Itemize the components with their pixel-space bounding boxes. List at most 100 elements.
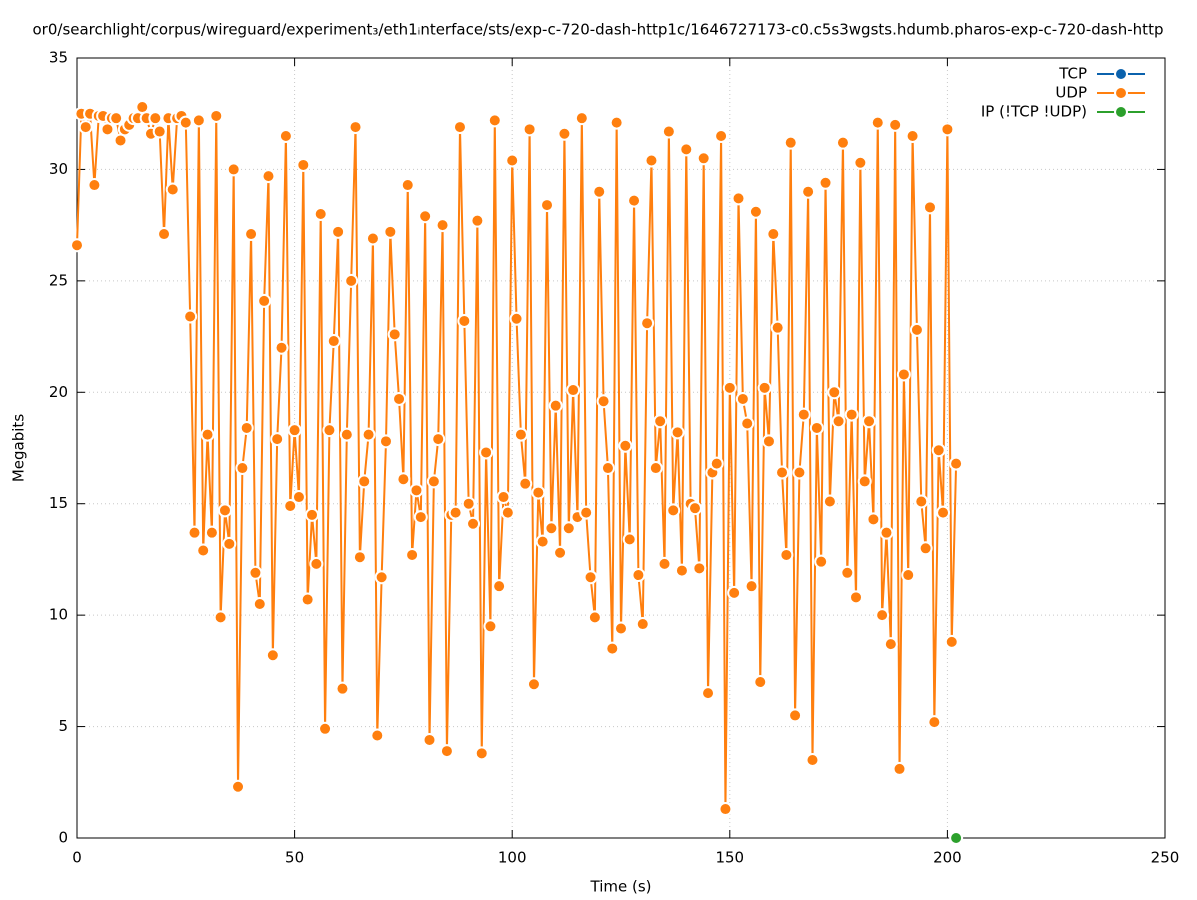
legend-marker xyxy=(1114,105,1128,119)
data-point xyxy=(109,111,124,126)
data-point xyxy=(644,153,659,168)
data-point xyxy=(326,334,341,349)
data-point xyxy=(827,385,842,400)
data-point xyxy=(435,218,450,233)
data-point xyxy=(422,732,437,747)
legend-label: TCP xyxy=(1058,65,1087,83)
legend-label: UDP xyxy=(1055,84,1087,102)
data-point xyxy=(831,414,846,429)
data-point xyxy=(365,231,380,246)
data-point xyxy=(439,744,454,759)
x-tick-label: 150 xyxy=(715,849,744,867)
legend-label: IP (!TCP !UDP) xyxy=(981,103,1087,121)
data-point xyxy=(226,162,241,177)
data-point xyxy=(949,456,964,471)
data-point xyxy=(291,490,306,505)
data-point xyxy=(761,434,776,449)
data-point xyxy=(461,496,476,511)
data-point xyxy=(757,380,772,395)
data-point xyxy=(822,494,837,509)
data-point xyxy=(505,153,520,168)
data-point xyxy=(535,534,550,549)
x-tick-label: 200 xyxy=(933,849,962,867)
y-tick-label: 15 xyxy=(49,494,68,512)
data-point xyxy=(627,193,642,208)
data-point xyxy=(509,311,524,326)
data-point xyxy=(191,113,206,128)
data-point xyxy=(892,761,907,776)
x-tick-label: 50 xyxy=(285,849,304,867)
data-point xyxy=(857,474,872,489)
y-tick-label: 20 xyxy=(49,383,68,401)
data-point xyxy=(687,501,702,516)
data-point xyxy=(413,510,428,525)
data-point xyxy=(531,485,546,500)
data-point xyxy=(387,327,402,342)
data-point xyxy=(239,420,254,435)
x-tick-label: 100 xyxy=(498,849,527,867)
data-point xyxy=(418,209,433,224)
data-point xyxy=(587,610,602,625)
data-point xyxy=(596,394,611,409)
data-point xyxy=(318,721,333,736)
data-point xyxy=(744,579,759,594)
data-point xyxy=(866,512,881,527)
data-point xyxy=(835,135,850,150)
data-point xyxy=(766,227,781,242)
x-tick-label: 0 xyxy=(72,849,82,867)
data-point xyxy=(348,120,363,135)
data-point xyxy=(879,525,894,540)
data-point xyxy=(870,115,885,130)
data-point xyxy=(809,420,824,435)
data-point xyxy=(592,184,607,199)
data-point xyxy=(640,316,655,331)
data-point xyxy=(196,543,211,558)
data-point xyxy=(357,474,372,489)
data-point xyxy=(949,831,964,845)
y-tick-label: 10 xyxy=(49,606,68,624)
data-point xyxy=(631,568,646,583)
chart-title: or0/searchlight/corpus/wireguard/experim… xyxy=(33,21,1164,39)
data-point xyxy=(213,610,228,625)
data-point xyxy=(335,681,350,696)
data-point xyxy=(614,621,628,636)
data-point xyxy=(679,142,694,157)
data-point xyxy=(735,391,750,406)
data-point xyxy=(405,547,420,562)
data-point xyxy=(666,503,681,518)
data-point xyxy=(252,597,267,611)
y-tick-label: 5 xyxy=(58,717,68,735)
data-point xyxy=(378,434,393,449)
legend-marker xyxy=(1114,67,1128,81)
y-tick-label: 0 xyxy=(58,829,68,847)
data-point xyxy=(492,579,507,594)
data-point xyxy=(409,483,424,498)
x-axis-label: Time (s) xyxy=(590,878,652,896)
data-point xyxy=(718,802,733,817)
data-point xyxy=(818,175,833,190)
legend-marker xyxy=(1114,86,1128,100)
data-point xyxy=(500,505,515,520)
data-point xyxy=(244,227,259,242)
data-point xyxy=(513,427,528,442)
data-point xyxy=(566,383,581,398)
data-point xyxy=(452,120,467,135)
data-point xyxy=(278,129,293,143)
data-point xyxy=(361,427,376,442)
data-point xyxy=(222,536,237,551)
data-point xyxy=(70,238,84,253)
data-point xyxy=(344,273,359,288)
data-point xyxy=(392,391,407,406)
data-point xyxy=(152,124,167,139)
data-point xyxy=(183,309,198,324)
data-point xyxy=(235,461,250,476)
data-point xyxy=(352,550,367,565)
data-point xyxy=(775,465,790,480)
data-point xyxy=(783,135,798,150)
data-point xyxy=(313,207,328,221)
data-point xyxy=(209,108,224,123)
data-point xyxy=(670,425,685,440)
data-point xyxy=(283,498,298,513)
data-point xyxy=(605,641,620,656)
